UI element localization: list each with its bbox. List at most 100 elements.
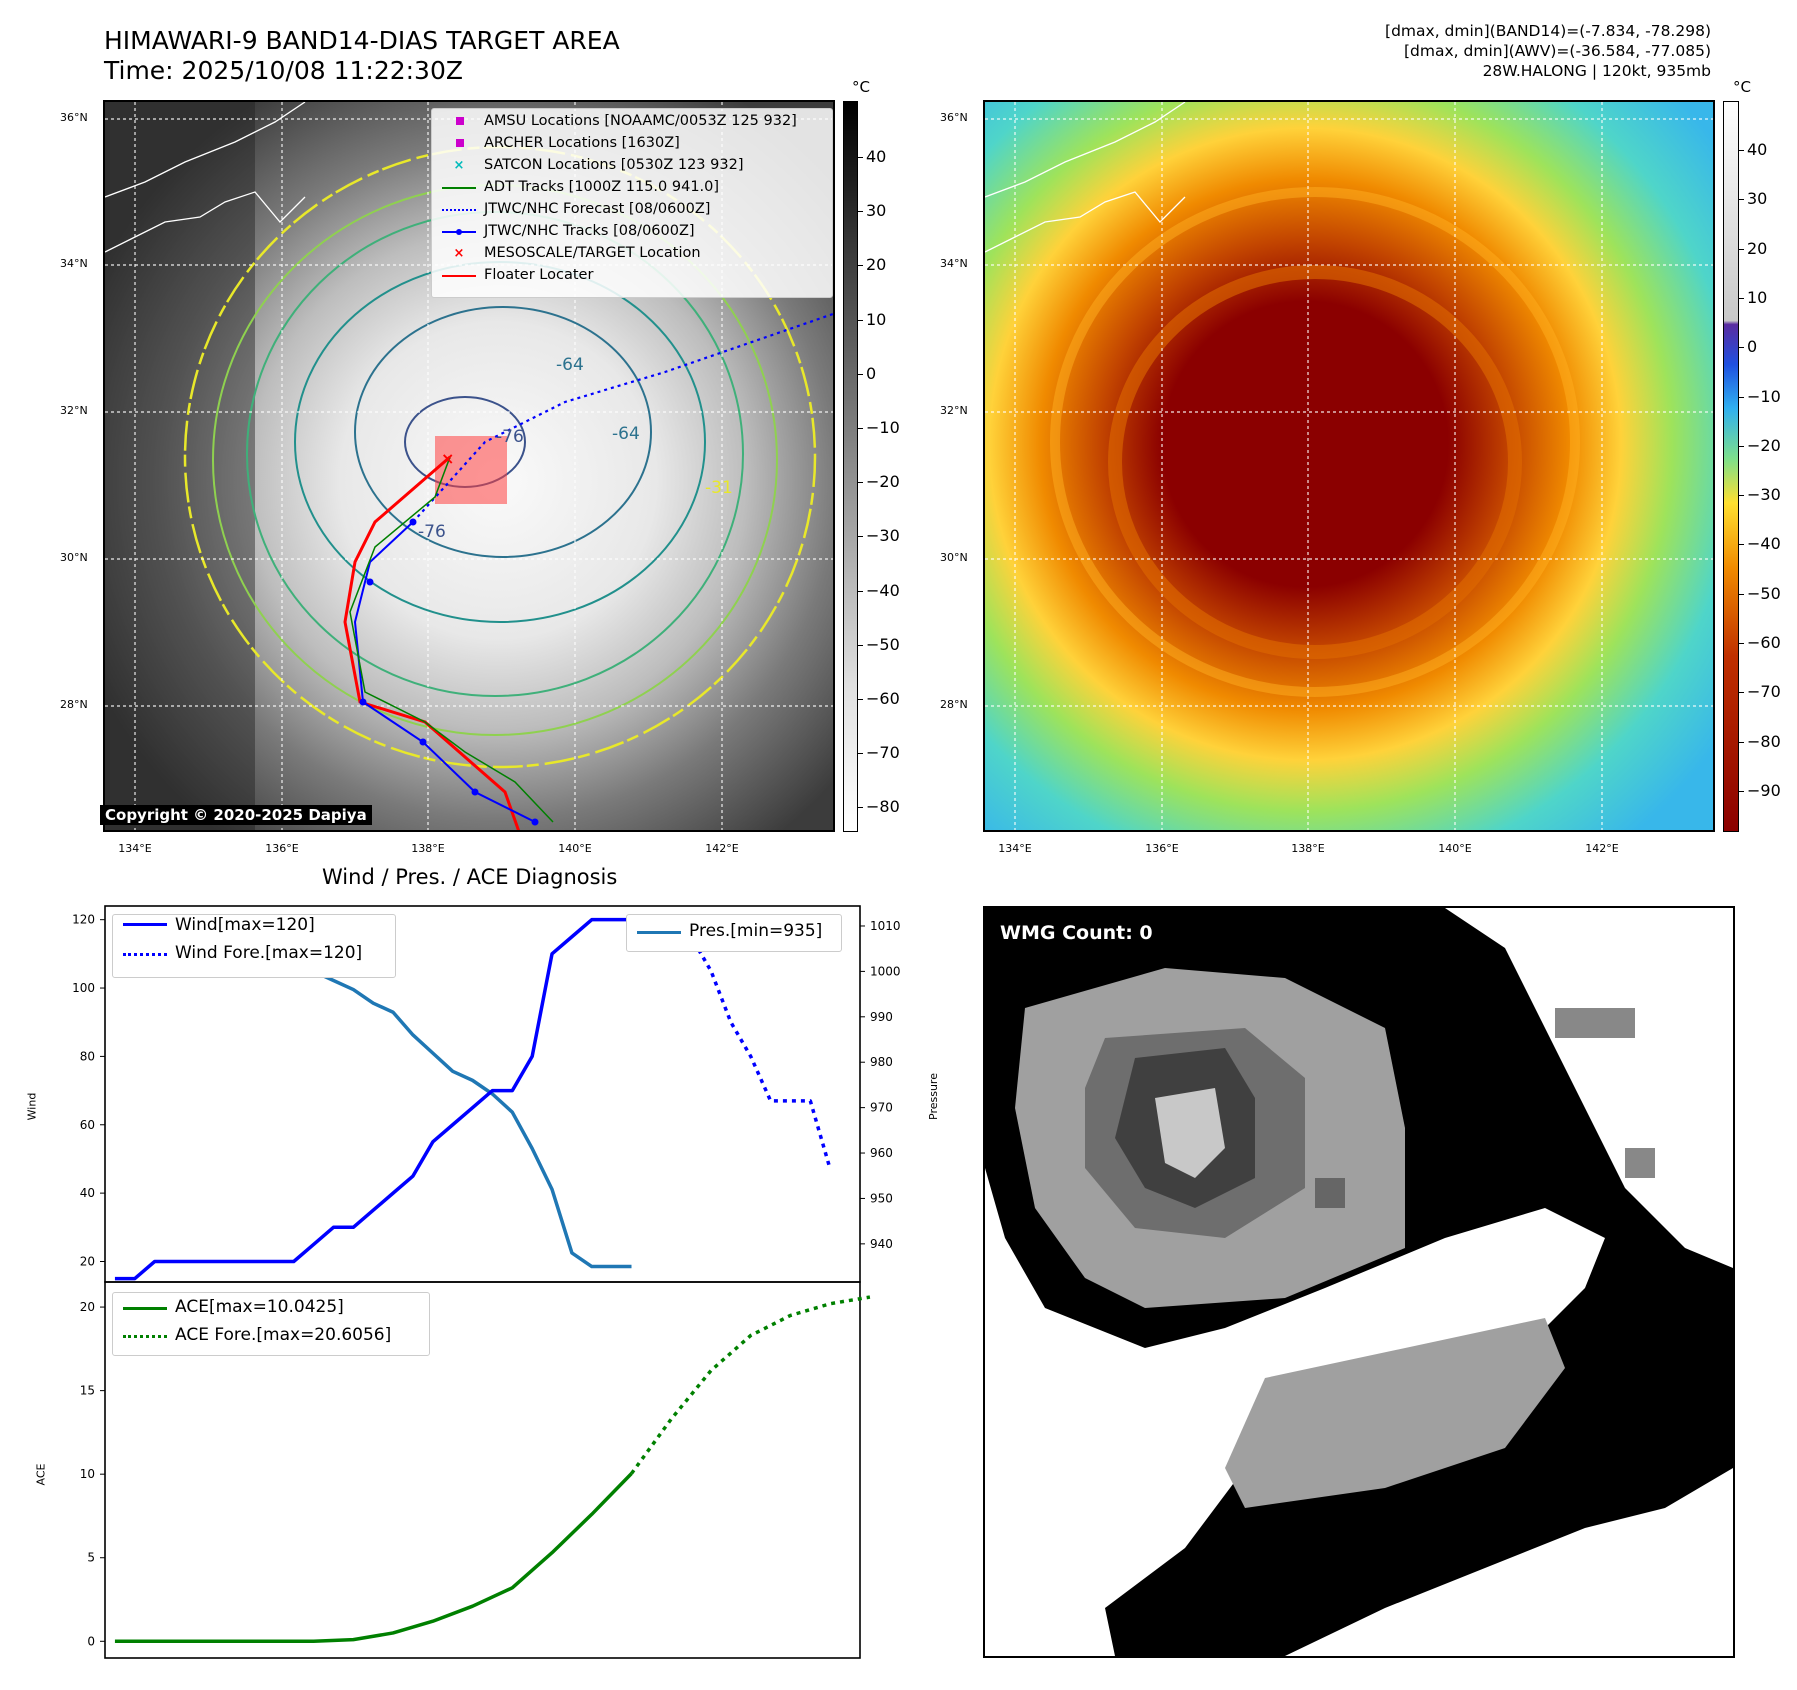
wind-forecast-series-line: [631, 917, 832, 1170]
colorbar-tick-label: 30: [1747, 189, 1768, 209]
square-icon: [442, 137, 476, 151]
colorbar-tick: [1739, 347, 1744, 349]
colorbar-tick-label: −70: [866, 743, 900, 763]
y-tick-label: 1010: [870, 919, 901, 933]
ace-legend-label: ACE[max=10.0425]: [175, 1297, 344, 1317]
colorbar-tick: [1739, 544, 1744, 546]
colorbar-tick: [858, 428, 863, 429]
lat-label: 32°N: [60, 404, 88, 417]
wind-series-line: [114, 917, 632, 1281]
diagnosis-title: Wind / Pres. / ACE Diagnosis: [322, 865, 618, 889]
colorbar-tick-label: −90: [1747, 780, 1781, 800]
lon-label: 142°E: [705, 842, 739, 855]
colorbar-tick: [858, 265, 863, 267]
line-icon: [442, 181, 476, 195]
wmg-count-badge: WMG Count: 0: [994, 920, 1159, 946]
colorbar-tick-label: 40: [1747, 140, 1768, 159]
contour-label: -31: [705, 478, 733, 498]
colorbar-right: [1723, 101, 1739, 832]
lon-label: 134°E: [118, 842, 152, 855]
colorbar-tick: [1739, 396, 1744, 398]
diagnosis-chart[interactable]: 2040608010012094095096097098099010001010…: [0, 890, 960, 1670]
info-band14: [dmax, dmin](BAND14)=(-7.834, -78.298): [1385, 22, 1711, 40]
colorbar-tick-label: −60: [866, 689, 900, 708]
line-icon: [637, 931, 681, 934]
lat-label: 36°N: [60, 111, 88, 124]
map-legend: AMSU Locations [NOAAMC/0053Z 125 932] AR…: [431, 108, 833, 298]
colorbar-tick: [1739, 495, 1744, 497]
colorbar-tick-label: −80: [866, 797, 900, 817]
y-tick-label: 960: [870, 1146, 893, 1160]
y-tick-label: 80: [80, 1049, 95, 1063]
lon-label: 138°E: [1291, 842, 1325, 855]
colorbar-tick: [858, 644, 863, 646]
colorbar-tick: [1739, 643, 1744, 644]
colorbar-tick-label: −20: [866, 472, 900, 492]
colorbar-right-unit: °C: [1733, 78, 1751, 96]
lon-label: 136°E: [265, 842, 299, 855]
line-icon: [123, 1307, 167, 1310]
ace-fore-legend-label: ACE Fore.[max=20.6056]: [175, 1325, 392, 1345]
contour-label: -64: [556, 355, 584, 375]
copyright-badge: Copyright © 2020-2025 Dapiya: [100, 805, 372, 825]
y-tick-label: 10: [80, 1467, 95, 1481]
ace-legend: ACE[max=10.0425] ACE Fore.[max=20.6056]: [112, 1292, 430, 1356]
lon-label: 134°E: [998, 842, 1032, 855]
colorbar-tick: [858, 373, 863, 375]
lat-label: 34°N: [60, 257, 88, 270]
wind-axis-label: Wind: [25, 1092, 39, 1121]
lat-label: 30°N: [940, 551, 968, 564]
svg-text:×: ×: [441, 449, 454, 468]
contour-label: -76: [496, 427, 524, 447]
colorbar-tick-label: −40: [1747, 534, 1781, 554]
colorbar-tick: [1739, 297, 1744, 299]
colorbar-tick: [1739, 692, 1744, 694]
colorbar-tick: [1739, 790, 1744, 792]
lat-label: 30°N: [60, 551, 88, 564]
y-tick-label: 970: [870, 1101, 893, 1115]
target-box: [435, 436, 507, 504]
colorbar-tick-label: 0: [866, 363, 877, 383]
colorbar-tick: [858, 319, 863, 321]
colorbar-tick-label: −50: [1747, 583, 1781, 603]
enhanced-ir-map-panel[interactable]: [983, 100, 1715, 832]
ace-series-line: [114, 1472, 633, 1644]
ace-plot-frame: [104, 1281, 861, 1659]
pressure-legend: Pres.[min=935]: [626, 914, 842, 952]
colorbar-tick: [858, 157, 863, 158]
colorbar-tick-label: −30: [1747, 485, 1781, 505]
colorbar-tick: [858, 536, 863, 538]
colorbar-tick-label: 40: [866, 147, 887, 166]
colorbar-left: [843, 101, 858, 832]
wind-legend: Wind[max=120] Wind Fore.[max=120]: [112, 914, 396, 978]
y-tick-label: 100: [72, 981, 95, 995]
y-tick-label: 0: [87, 1634, 95, 1648]
lat-label: 28°N: [940, 698, 968, 711]
y-tick-label: 5: [87, 1551, 95, 1565]
wmg-panel[interactable]: [983, 906, 1735, 1658]
y-tick-label: 980: [870, 1055, 893, 1069]
colorbar-tick-label: 10: [866, 309, 887, 329]
y-tick-label: 950: [870, 1191, 893, 1205]
colorbar-tick: [858, 482, 863, 484]
pressure-axis-label: Pressure: [926, 1073, 940, 1120]
colorbar-tick-label: 10: [1747, 287, 1768, 307]
y-tick-label: 940: [870, 1237, 893, 1251]
lon-label: 138°E: [411, 842, 445, 855]
colorbar-tick: [858, 807, 863, 809]
lat-label: 34°N: [940, 257, 968, 270]
lon-label: 140°E: [558, 842, 592, 855]
y-tick-label: 990: [870, 1010, 893, 1024]
ace-forecast-series-line: [630, 1295, 871, 1475]
figure-time: Time: 2025/10/08 11:22:30Z: [104, 56, 463, 85]
colorbar-tick: [858, 753, 863, 755]
info-awv: [dmax, dmin](AWV)=(-36.584, -77.085): [1404, 42, 1711, 60]
colorbar-tick: [858, 211, 863, 213]
colorbar-tick: [1739, 248, 1744, 250]
colorbar-tick: [1739, 593, 1744, 595]
colorbar-tick-label: −30: [866, 526, 900, 546]
line-icon: [442, 269, 476, 283]
y-tick-label: 20: [80, 1300, 95, 1314]
lat-label: 28°N: [60, 698, 88, 711]
x-icon: ×: [453, 158, 465, 173]
